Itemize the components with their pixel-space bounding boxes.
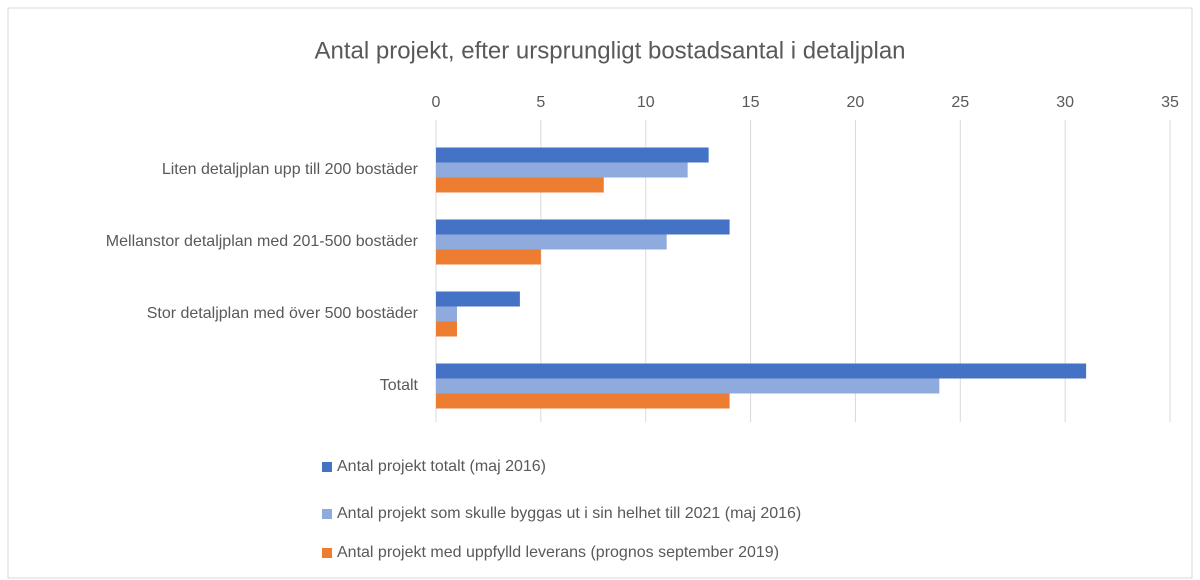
chart-border <box>7 7 1193 579</box>
legend-label: Antal projekt totalt (maj 2016) <box>337 458 546 475</box>
y-tick-label: Mellanstor detaljplan med 201-500 bostäd… <box>106 233 419 250</box>
bar <box>436 393 730 409</box>
bar <box>436 291 520 307</box>
bar <box>436 321 457 337</box>
bar <box>436 249 541 265</box>
y-tick-label: Stor detaljplan med över 500 bostäder <box>147 305 419 322</box>
y-tick-label: Liten detaljplan upp till 200 bostäder <box>162 161 419 178</box>
bar <box>436 363 1087 379</box>
bar <box>436 306 457 322</box>
bar <box>436 162 688 178</box>
x-tick-label: 10 <box>637 94 655 111</box>
x-tick-label: 5 <box>536 94 545 111</box>
x-tick-label: 15 <box>742 94 760 111</box>
x-tick-label: 25 <box>951 94 969 111</box>
legend-swatch <box>322 509 332 519</box>
legend-swatch <box>322 462 332 472</box>
legend-label: Antal projekt med uppfylld leverans (pro… <box>337 544 779 561</box>
y-tick-label: Totalt <box>380 377 419 394</box>
legend-swatch <box>322 548 332 558</box>
chart-title: Antal projekt, efter ursprungligt bostad… <box>314 37 905 64</box>
bar <box>436 177 604 193</box>
x-tick-label: 30 <box>1056 94 1074 111</box>
x-tick-label: 0 <box>432 94 441 111</box>
x-tick-label: 20 <box>847 94 865 111</box>
bar <box>436 378 940 394</box>
bar <box>436 234 667 250</box>
legend-label: Antal projekt som skulle byggas ut i sin… <box>337 505 801 522</box>
bar <box>436 219 730 235</box>
x-tick-label: 35 <box>1161 94 1179 111</box>
bar <box>436 147 709 163</box>
